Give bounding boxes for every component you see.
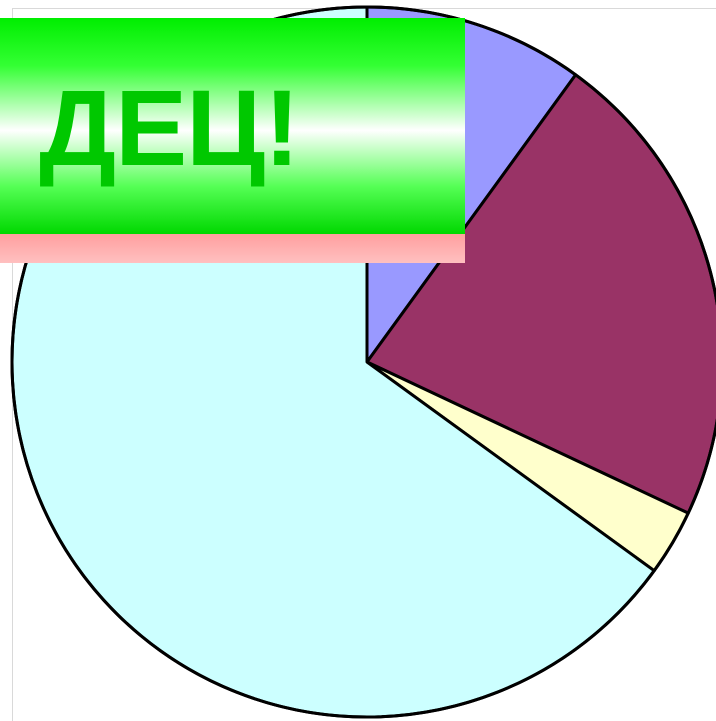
title-banner: ДЕЦ! xyxy=(0,18,465,263)
pie-outline xyxy=(10,5,716,719)
banner-pink-stripe xyxy=(0,234,465,263)
banner-text: ДЕЦ! xyxy=(39,67,300,188)
banner-green-band xyxy=(0,18,465,234)
